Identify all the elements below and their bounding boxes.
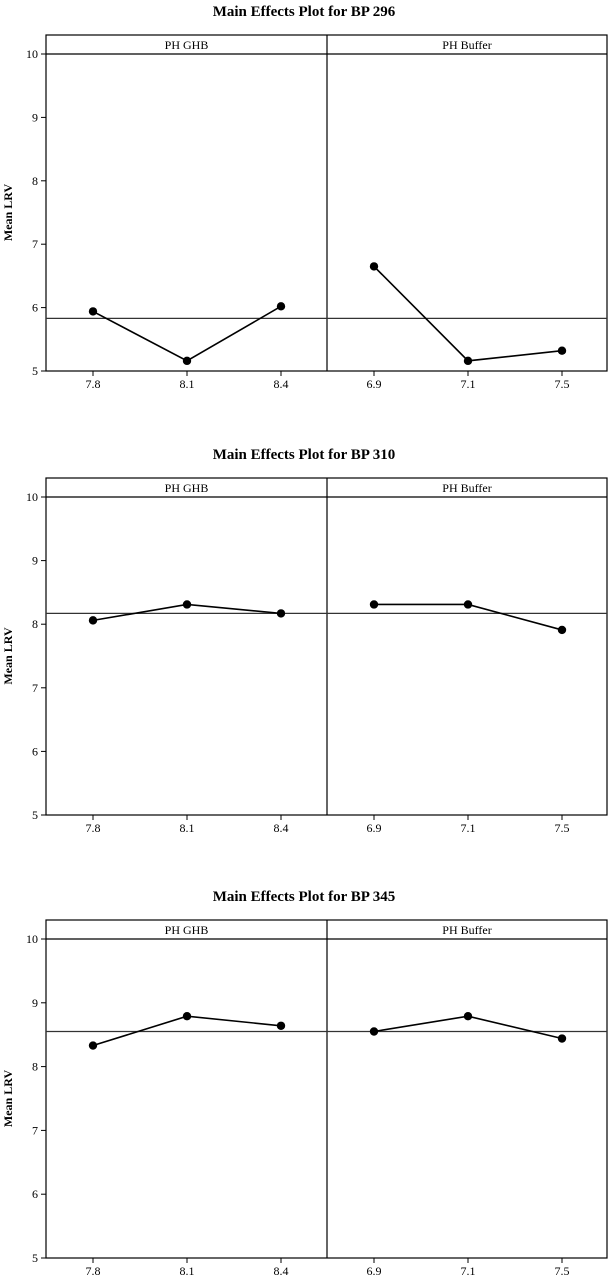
- y-tick-label: 7: [32, 237, 38, 251]
- data-point: [463, 1011, 473, 1021]
- chart-2: Main Effects Plot for BP 310 Mean LRV 5 6 7 8…: [1, 447, 608, 835]
- series-line: [92, 305, 282, 362]
- x-tick-label: 7.1: [461, 821, 476, 835]
- y-tick-label: 8: [32, 617, 38, 631]
- x-tick-label: 7.8: [86, 1264, 101, 1278]
- x-tick-label: 7.8: [86, 377, 101, 391]
- y-tick-label: 9: [32, 554, 38, 568]
- panel-strip-label: PH Buffer: [442, 38, 491, 52]
- y-tick-label: 7: [32, 681, 38, 695]
- y-tick-label: 6: [32, 1187, 38, 1201]
- y-tick-label: 6: [32, 744, 38, 758]
- data-point: [88, 307, 98, 316]
- x-tick-label: 8.1: [180, 377, 195, 391]
- x-tick-label: 7.8: [86, 821, 101, 835]
- y-tick-label: 8: [32, 1060, 38, 1074]
- x-tick-label: 6.9: [367, 1264, 382, 1278]
- data-point: [276, 1021, 286, 1030]
- x-tick-label: 7.1: [461, 1264, 476, 1278]
- panel-strip-label: PH Buffer: [442, 481, 491, 495]
- x-tick-label: 7.5: [555, 377, 570, 391]
- panel-strip-label: PH GHB: [165, 38, 209, 52]
- y-tick-label: 5: [32, 1251, 38, 1265]
- chart-1: Main Effects Plot for BP 296 Mean LRV 5 6 7 8…: [1, 4, 608, 391]
- panel-strip-label: PH GHB: [165, 481, 209, 495]
- y-axis-label: Mean LRV: [1, 1070, 15, 1128]
- y-tick-label: 10: [26, 490, 38, 504]
- data-point: [88, 616, 98, 625]
- x-tick-label: 7.5: [555, 1264, 570, 1278]
- chart-3: Main Effects Plot for BP 345 Mean LRV 5 6 7 8…: [1, 889, 608, 1278]
- y-tick-label: 7: [32, 1123, 38, 1137]
- chart-title: Main Effects Plot for BP 345: [213, 889, 396, 905]
- panel-strip-label: PH Buffer: [442, 923, 491, 937]
- data-point: [276, 302, 286, 311]
- data-point: [463, 356, 473, 366]
- data-point: [369, 262, 379, 271]
- x-tick-label: 7.5: [555, 821, 570, 835]
- x-tick-label: 8.4: [274, 1264, 289, 1278]
- series-line: [92, 1015, 282, 1047]
- data-point: [369, 1027, 379, 1036]
- x-tick-label: 6.9: [367, 377, 382, 391]
- panel-strip-label: PH GHB: [165, 923, 209, 937]
- y-tick-label: 10: [26, 932, 38, 946]
- y-tick-label: 5: [32, 364, 38, 378]
- y-tick-label: 10: [26, 47, 38, 61]
- chart-title: Main Effects Plot for BP 310: [213, 447, 396, 463]
- y-tick-label: 5: [32, 808, 38, 822]
- data-point: [88, 1041, 98, 1050]
- x-tick-label: 6.9: [367, 821, 382, 835]
- y-tick-label: 9: [32, 110, 38, 124]
- data-point: [557, 346, 567, 355]
- y-axis-label: Mean LRV: [1, 627, 15, 685]
- series-line: [373, 265, 563, 362]
- y-tick-label: 6: [32, 301, 38, 315]
- x-tick-label: 8.1: [180, 1264, 195, 1278]
- chart-title: Main Effects Plot for BP 296: [213, 4, 396, 20]
- x-tick-label: 7.1: [461, 377, 476, 391]
- data-point: [182, 356, 192, 366]
- data-point: [369, 600, 379, 609]
- data-point: [276, 609, 286, 618]
- data-point: [557, 625, 567, 635]
- x-tick-label: 8.4: [274, 821, 289, 835]
- x-tick-label: 8.1: [180, 821, 195, 835]
- data-point: [182, 600, 192, 609]
- y-tick-label: 9: [32, 996, 38, 1010]
- data-point: [463, 600, 473, 609]
- y-axis-label: Mean LRV: [1, 184, 15, 242]
- data-point: [182, 1011, 192, 1021]
- y-tick-label: 8: [32, 174, 38, 188]
- data-point: [557, 1034, 567, 1043]
- x-tick-label: 8.4: [274, 377, 289, 391]
